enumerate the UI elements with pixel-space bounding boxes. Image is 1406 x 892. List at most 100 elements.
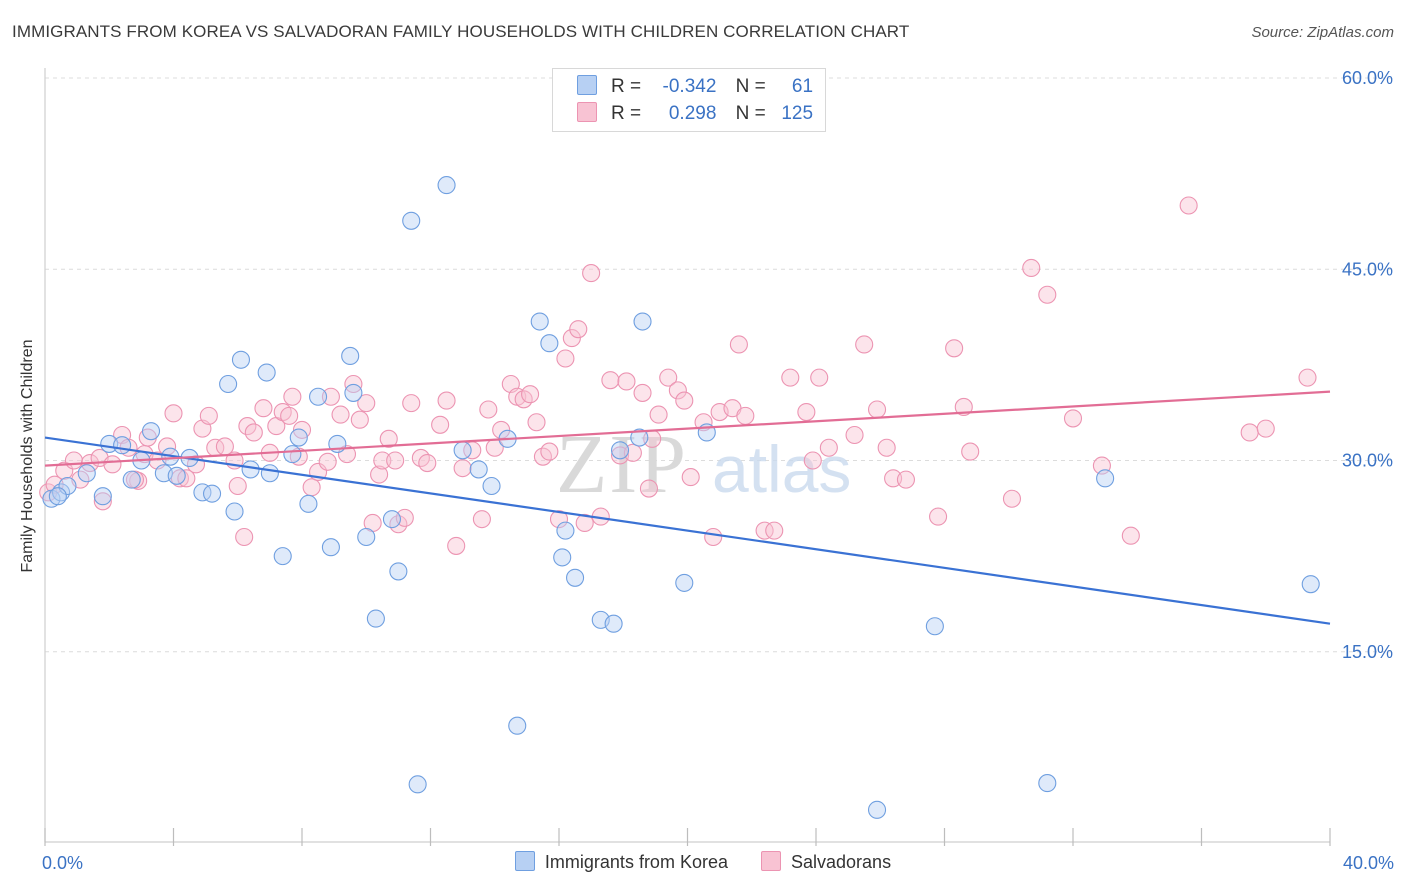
point-korea-53 <box>675 573 694 592</box>
point-korea-35 <box>402 211 421 230</box>
point-salvadorans-121 <box>1298 368 1317 387</box>
point-salvadorans-73 <box>562 329 581 348</box>
y-tick-label-60: 60.0% <box>1342 68 1393 88</box>
point-korea-45 <box>553 548 572 567</box>
point-salvadorans-78 <box>601 371 620 390</box>
point-korea-9 <box>141 422 161 441</box>
trend-lines <box>44 390 1331 625</box>
point-salvadorans-104 <box>867 400 887 419</box>
point-korea-30 <box>344 383 363 402</box>
point-salvadorans-94 <box>736 406 755 425</box>
point-korea-57 <box>1038 774 1057 793</box>
point-salvadorans-52 <box>402 394 421 413</box>
point-korea-3 <box>77 464 96 483</box>
legend-label-salvadorans: Salvadorans <box>791 852 892 872</box>
watermark-atlas: atlas <box>712 432 851 506</box>
point-salvadorans-33 <box>283 387 302 406</box>
legend-label-korea: Immigrants from Korea <box>544 852 728 872</box>
point-korea-56 <box>925 617 944 636</box>
legend-item-korea[interactable]: Immigrants from Korea <box>514 851 728 873</box>
y-tick-label-45: 45.0% <box>1342 259 1393 279</box>
point-salvadorans-72 <box>556 349 575 368</box>
point-salvadorans-61 <box>479 400 498 419</box>
point-korea-55 <box>867 800 887 819</box>
point-salvadorans-105 <box>877 438 896 457</box>
point-salvadorans-70 <box>540 442 559 461</box>
point-korea-20 <box>257 363 276 382</box>
point-korea-16 <box>219 374 238 394</box>
n-value-korea: 61 <box>791 76 814 97</box>
point-salvadorans-21 <box>199 406 218 425</box>
x-tick-label-min: 0.0% <box>42 853 84 873</box>
legend-item-salvadorans[interactable]: Salvadorans <box>761 851 891 873</box>
point-salvadorans-48 <box>379 429 398 448</box>
point-korea-27 <box>321 538 340 557</box>
point-korea-52 <box>633 312 652 331</box>
point-salvadorans-49 <box>386 451 405 470</box>
point-korea-59 <box>1301 575 1320 594</box>
point-salvadorans-102 <box>845 425 864 445</box>
point-salvadorans-114 <box>1038 285 1057 304</box>
korea-legend-swatch <box>514 851 535 871</box>
point-korea-14 <box>193 483 212 502</box>
point-korea-31 <box>357 527 376 547</box>
point-korea-50 <box>610 441 630 460</box>
point-salvadorans-38 <box>318 452 337 471</box>
point-korea-6 <box>113 436 132 455</box>
stats-legend-row-salvadorans: R = 0.298 N = 125 <box>577 102 813 128</box>
point-salvadorans-107 <box>896 470 916 489</box>
trend-line-korea <box>44 436 1331 625</box>
point-salvadorans-16 <box>164 404 183 423</box>
point-salvadorans-123 <box>280 406 299 425</box>
point-salvadorans-1 <box>45 475 64 494</box>
point-salvadorans-96 <box>765 521 784 540</box>
point-salvadorans-28 <box>244 423 263 442</box>
point-salvadorans-54 <box>418 453 437 473</box>
point-salvadorans-67 <box>521 385 540 404</box>
n-label: N = <box>735 103 766 124</box>
point-salvadorans-3 <box>64 451 83 470</box>
r-label: R = <box>611 76 642 97</box>
point-salvadorans-47 <box>373 451 392 470</box>
point-korea-44 <box>540 334 559 353</box>
point-salvadorans-113 <box>1022 258 1041 278</box>
point-salvadorans-39 <box>321 387 340 406</box>
y-tick-label-30: 30.0% <box>1342 451 1393 471</box>
point-salvadorans-27 <box>238 417 257 436</box>
point-korea-36 <box>408 775 427 794</box>
point-salvadorans-98 <box>797 402 816 422</box>
axes <box>44 68 1331 846</box>
point-salvadorans-95 <box>755 521 774 540</box>
r-value-salvadorans: 0.298 <box>668 103 717 124</box>
point-salvadorans-60 <box>472 510 491 529</box>
point-salvadorans-71 <box>549 510 569 529</box>
point-salvadorans-115 <box>1063 409 1083 428</box>
n-label: N = <box>735 76 766 97</box>
salvadorans-legend-swatch <box>761 851 781 871</box>
point-korea-40 <box>482 476 501 496</box>
point-salvadorans-99 <box>803 451 822 470</box>
point-korea-24 <box>289 428 308 447</box>
point-salvadorans-110 <box>954 397 973 417</box>
series-legend: Immigrants from Korea Salvadorans <box>0 851 1406 873</box>
point-korea-22 <box>273 547 292 566</box>
point-salvadorans-26 <box>235 527 254 547</box>
point-salvadorans-44 <box>357 394 376 413</box>
point-salvadorans-85 <box>659 368 678 387</box>
point-korea-25 <box>299 494 318 513</box>
point-salvadorans-103 <box>855 335 874 354</box>
point-salvadorans-29 <box>254 399 273 418</box>
point-salvadorans-36 <box>302 478 321 497</box>
point-korea-7 <box>122 470 141 489</box>
point-salvadorans-56 <box>437 391 456 410</box>
point-salvadorans-82 <box>633 383 652 402</box>
point-salvadorans-87 <box>675 391 694 410</box>
point-salvadorans-83 <box>639 479 659 498</box>
salvadorans-swatch <box>577 102 597 122</box>
point-korea-37 <box>437 176 456 195</box>
point-salvadorans-90 <box>704 527 723 547</box>
point-korea-33 <box>382 510 402 529</box>
point-salvadorans-100 <box>810 368 829 387</box>
point-korea-43 <box>530 312 549 331</box>
